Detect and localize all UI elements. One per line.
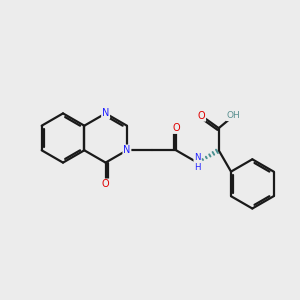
Text: N: N (123, 145, 130, 155)
Text: OH: OH (226, 111, 240, 120)
Text: N: N (102, 108, 109, 118)
Text: O: O (172, 123, 180, 133)
Text: O: O (198, 111, 205, 121)
Text: N
H: N H (194, 153, 201, 172)
Text: O: O (102, 179, 110, 189)
